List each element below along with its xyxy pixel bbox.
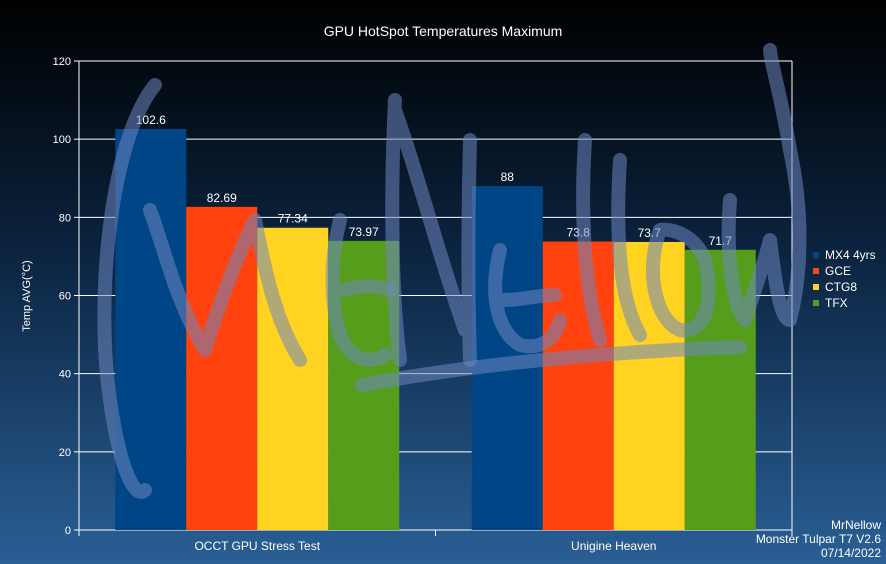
y-tick-label: 0 bbox=[65, 525, 71, 537]
footer-device: Monster Tulpar T7 V2.6 bbox=[756, 532, 882, 546]
legend-swatch bbox=[813, 300, 819, 306]
data-label: 88 bbox=[501, 170, 515, 184]
y-tick-label: 60 bbox=[59, 291, 71, 303]
legend-entry: CTG8 bbox=[825, 280, 857, 294]
data-label: 82.69 bbox=[207, 191, 237, 205]
y-tick-label: 20 bbox=[59, 447, 71, 459]
legend-swatch bbox=[813, 252, 819, 258]
bar bbox=[186, 206, 258, 530]
chart-title: GPU HotSpot Temperatures Maximum bbox=[324, 23, 563, 39]
legend: MX4 4yrs GCE CTG8 TFX bbox=[813, 248, 876, 310]
watermark-logo bbox=[97, 43, 807, 499]
legend-entry: GCE bbox=[825, 264, 851, 278]
legend-entry: MX4 4yrs bbox=[825, 248, 876, 262]
y-tick-label: 80 bbox=[59, 212, 71, 224]
y-axis-ticks: 0 20 40 60 80 100 120 bbox=[53, 56, 71, 537]
data-label: 77.34 bbox=[278, 212, 308, 226]
legend-entry: TFX bbox=[825, 296, 848, 310]
legend-swatch bbox=[813, 284, 819, 290]
data-label: 73.97 bbox=[349, 225, 379, 239]
x-tick-label: Unigine Heaven bbox=[571, 539, 656, 553]
footer-date: 07/14/2022 bbox=[821, 546, 881, 560]
y-tick-label: 40 bbox=[59, 369, 71, 381]
x-axis-labels: OCCT GPU Stress Test Unigine Heaven bbox=[194, 539, 656, 553]
y-axis-label: Temp AVG(°C) bbox=[21, 260, 33, 331]
bar bbox=[684, 249, 756, 530]
footer-author: MrNellow bbox=[831, 518, 881, 532]
y-tick-label: 120 bbox=[53, 56, 71, 68]
y-tick-label: 100 bbox=[53, 134, 71, 146]
legend-swatch bbox=[813, 268, 819, 274]
bar bbox=[542, 241, 614, 530]
x-tick-label: OCCT GPU Stress Test bbox=[194, 539, 320, 553]
